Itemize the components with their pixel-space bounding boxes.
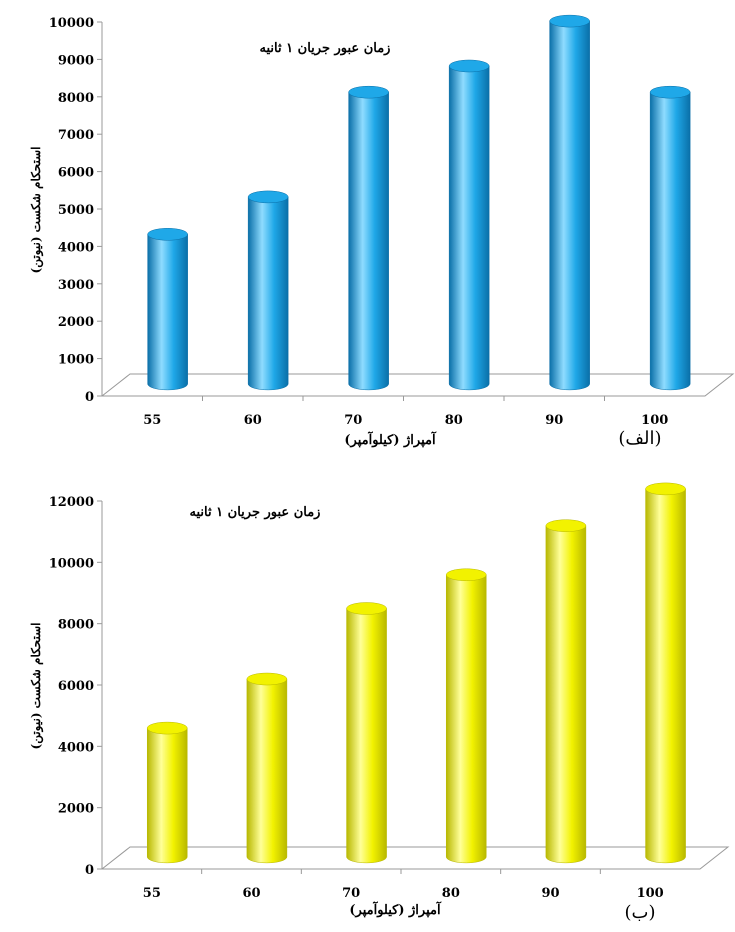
y-tick-label: 8000 <box>58 618 94 633</box>
y-tick-label: 6000 <box>58 166 94 181</box>
bar <box>346 602 387 864</box>
chart-a: استحکام شکست (نیوتن) زمان عبور جریان ۱ ث… <box>29 14 735 449</box>
y-tick-label: 4000 <box>58 740 94 755</box>
y-tick-label: 10000 <box>49 556 94 571</box>
chart-annotation: زمان عبور جریان ۱ ثانیه <box>260 41 391 56</box>
y-tick-label: 6000 <box>58 679 94 694</box>
y-tick-label: 2000 <box>58 802 94 817</box>
x-tick-label: 55 <box>143 413 161 428</box>
bar <box>649 85 691 391</box>
y-tick-label: 12000 <box>49 495 94 510</box>
x-tick-label: 60 <box>242 886 260 901</box>
y-tick-label: 5000 <box>58 203 94 218</box>
x-axis-label: آمپراژ (کیلوآمپر) <box>344 431 437 448</box>
bar <box>146 721 188 864</box>
x-tick-label: 55 <box>143 886 161 901</box>
y-tick-label: 4000 <box>58 240 94 255</box>
chart-b: استحکام شکست (نیوتن) زمان عبور جریان ۱ ث… <box>0 466 735 932</box>
panel-label: (الف) <box>618 428 661 449</box>
bar <box>445 568 487 864</box>
bar-chart-b: استحکام شکست (نیوتن) زمان عبور جریان ۱ ث… <box>29 482 730 923</box>
panel-label: (ب) <box>625 902 656 923</box>
x-axis-label: آمپراژ (کیلوآمپر) <box>349 901 442 918</box>
x-tick-label: 70 <box>342 886 360 901</box>
bar <box>246 672 288 864</box>
chart-floor <box>100 846 730 870</box>
chart-annotation: زمان عبور جریان ۱ ثانیه <box>190 505 321 520</box>
x-tick-label: 100 <box>641 413 668 428</box>
x-tick-label: 100 <box>637 886 664 901</box>
y-tick-label: 1000 <box>58 353 94 368</box>
y-axis-label: استحکام شکست (نیوتن) <box>29 623 44 750</box>
y-tick-label: 10000 <box>49 16 94 31</box>
bar <box>448 59 490 391</box>
y-axis-label: استحکام شکست (نیوتن) <box>29 147 44 274</box>
bar <box>247 190 289 391</box>
bar <box>645 482 686 864</box>
bar-chart-a: استحکام شکست (نیوتن) زمان عبور جریان ۱ ث… <box>29 14 735 449</box>
bar <box>147 228 188 391</box>
chart-floor <box>100 373 735 397</box>
y-tick-label: 0 <box>85 390 94 405</box>
y-tick-label: 3000 <box>58 278 94 293</box>
bar <box>549 14 590 391</box>
bar <box>348 85 389 391</box>
y-tick-label: 7000 <box>58 128 94 143</box>
y-tick-label: 0 <box>85 863 94 878</box>
x-tick-label: 90 <box>545 413 563 428</box>
x-tick-label: 80 <box>442 886 460 901</box>
x-tick-label: 90 <box>541 886 559 901</box>
x-tick-label: 70 <box>344 413 362 428</box>
bar <box>545 519 587 864</box>
x-tick-label: 80 <box>445 413 463 428</box>
y-tick-label: 8000 <box>58 91 94 106</box>
x-tick-label: 60 <box>244 413 262 428</box>
y-tick-label: 9000 <box>58 53 94 68</box>
y-tick-label: 2000 <box>58 315 94 330</box>
